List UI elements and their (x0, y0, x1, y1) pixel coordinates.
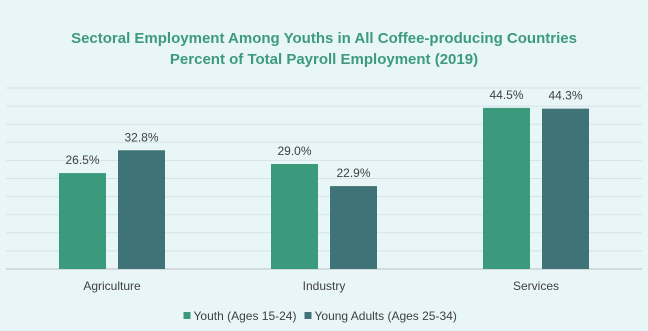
legend-swatch (304, 312, 312, 319)
data-label: 44.3% (548, 89, 582, 103)
legend-label: Young Adults (Ages 25-34) (315, 309, 457, 323)
legend-swatch (183, 312, 191, 319)
data-label: 22.9% (336, 166, 370, 180)
data-label: 32.8% (124, 130, 158, 144)
bar (542, 108, 589, 269)
chart-subtitle: Percent of Total Payroll Employment (201… (170, 51, 478, 68)
bar (59, 173, 106, 269)
bar (330, 186, 377, 269)
x-tick-label: Services (513, 279, 559, 293)
data-label: 44.5% (489, 88, 523, 102)
bar (271, 164, 318, 269)
data-label: 29.0% (277, 144, 311, 158)
x-tick-label: Agriculture (83, 279, 141, 293)
x-axis-ticks: Agriculture Industry Services (83, 279, 559, 293)
bar (483, 107, 530, 269)
bars (59, 107, 589, 269)
chart-title: Sectoral Employment Among Youths in All … (71, 30, 577, 47)
legend-label: Youth (Ages 15-24) (194, 309, 297, 323)
data-label: 26.5% (65, 153, 99, 167)
legend: Youth (Ages 15-24) Young Adults (Ages 25-… (183, 309, 457, 323)
x-tick-label: Industry (303, 279, 346, 293)
gridlines (6, 87, 642, 270)
data-labels: 26.5% 32.8% 29.0% 22.9% 44.5% 44.3% (65, 88, 582, 180)
bar (118, 150, 165, 269)
